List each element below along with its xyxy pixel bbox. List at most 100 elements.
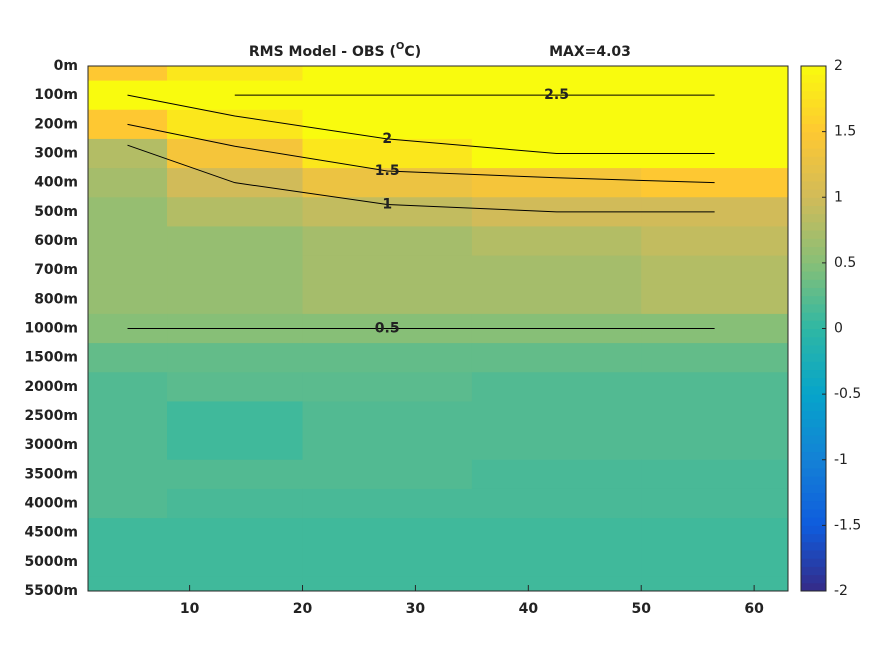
cell [641, 66, 789, 82]
colorbar-strip [801, 271, 826, 280]
cell [302, 488, 473, 519]
colorbar-strip [801, 574, 826, 584]
colorbar-strip [801, 254, 826, 264]
y-tick-label: 200m [34, 116, 78, 132]
cell [88, 284, 168, 315]
cell [88, 488, 168, 519]
colorbar-strip [801, 139, 826, 149]
cell [88, 168, 168, 198]
colorbar-tick-label: 1.5 [834, 124, 856, 140]
cell [88, 518, 168, 548]
overlay: 0.5 1 1.5 2 2.5 [127, 87, 715, 337]
cell [641, 372, 789, 402]
cell [641, 255, 789, 286]
colorbar-strip [801, 410, 826, 420]
cell [641, 343, 789, 373]
y-tick-label: 2500m [24, 408, 78, 424]
cell [167, 430, 304, 461]
contour-label: 1.5 [375, 163, 400, 179]
colorbar-strip [801, 517, 826, 526]
y-tick-label: 5000m [24, 554, 78, 570]
cell [88, 66, 168, 82]
cell [302, 372, 473, 402]
colorbar-tick-label: 2 [834, 58, 843, 74]
contour-label: 0.5 [375, 321, 400, 337]
cell [167, 547, 304, 577]
colorbar-tick-label: 1 [834, 189, 843, 205]
cell [302, 518, 473, 548]
cell [641, 459, 789, 490]
cell [641, 168, 789, 198]
cell [302, 284, 473, 315]
colorbar-strip [801, 525, 826, 535]
colorbar-strip [801, 467, 826, 477]
colorbar-strip [801, 418, 826, 428]
colorbar-strip [801, 115, 826, 124]
cell [302, 459, 473, 490]
colorbar-strip [801, 402, 826, 412]
cell [471, 109, 642, 140]
cell [167, 459, 304, 490]
cell [167, 372, 304, 402]
cell [471, 66, 642, 82]
cell [471, 343, 642, 373]
cell [641, 518, 789, 548]
cell [88, 343, 168, 373]
cell [88, 459, 168, 490]
contour-line [127, 94, 715, 154]
y-tick-label: 500m [34, 204, 78, 220]
y-tick-label: 400m [34, 175, 78, 191]
cell [471, 576, 642, 592]
contour-label: 2.5 [544, 87, 569, 103]
cell [471, 226, 642, 257]
cell [302, 226, 473, 257]
cell [88, 576, 168, 592]
colorbar-strip [801, 500, 826, 510]
cell [302, 343, 473, 373]
cell [167, 66, 304, 82]
x-tick-label: 50 [631, 601, 651, 617]
x-tick-label: 20 [293, 601, 313, 617]
colorbar-strip [801, 492, 826, 502]
colorbar-strip [801, 484, 826, 494]
cell [167, 518, 304, 548]
x-tick-label: 60 [744, 601, 764, 617]
y-tick-label: 3500m [24, 466, 78, 482]
cell [88, 547, 168, 577]
title-part: C) [404, 44, 421, 60]
colorbar-strip [801, 279, 826, 288]
colorbar-tick-label: 0.5 [834, 255, 856, 271]
cell [302, 547, 473, 577]
colorbar-strip [801, 295, 826, 305]
colorbar-strip [801, 156, 826, 165]
cell [167, 255, 304, 286]
cell [471, 284, 642, 315]
contour-label: 2 [382, 131, 392, 147]
colorbar-strip [801, 508, 826, 518]
cell [302, 576, 473, 592]
cell [641, 401, 789, 432]
colorbar-strip [801, 164, 826, 174]
cell [471, 518, 642, 548]
colorbar-strip [801, 476, 826, 485]
cell [88, 401, 168, 432]
colorbar-strip [801, 246, 826, 256]
colorbar-strip [801, 328, 826, 338]
cell [302, 66, 473, 82]
y-tick-label: 5500m [24, 583, 78, 599]
cell [641, 547, 789, 577]
colorbar-strip [801, 369, 826, 379]
cell [641, 284, 789, 315]
cell [167, 576, 304, 592]
colorbar-strip [801, 361, 826, 371]
cell [302, 255, 473, 286]
colorbar-strip [801, 180, 826, 190]
colorbar-strip [801, 238, 826, 247]
colorbar-strip [801, 385, 826, 395]
cell [471, 547, 642, 577]
colorbar-strip [801, 451, 826, 461]
colorbar-strip [801, 344, 826, 354]
colorbar-strip [801, 541, 826, 551]
cell [88, 372, 168, 402]
contour-label: 1 [382, 197, 392, 213]
